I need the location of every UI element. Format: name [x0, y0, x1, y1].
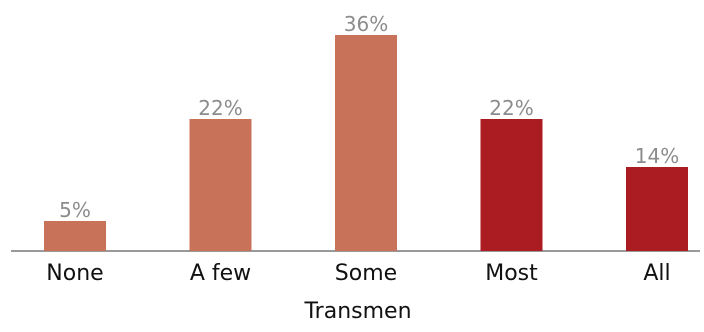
bar-none — [44, 221, 106, 251]
x-tick-label-none: None — [46, 261, 103, 286]
value-label-all: 14% — [635, 144, 679, 168]
bars-group — [44, 35, 688, 251]
value-label-most: 22% — [489, 96, 533, 120]
bar-most — [480, 119, 543, 251]
bar-a-few — [189, 119, 252, 251]
value-label-none: 5% — [59, 198, 91, 222]
x-tick-label-a-few: A few — [190, 261, 251, 286]
bar-all — [626, 167, 688, 251]
x-tick-label-most: Most — [485, 261, 538, 286]
value-label-some: 36% — [344, 12, 388, 36]
value-labels-group: 5% 22% 36% 22% 14% — [59, 12, 679, 222]
x-tick-labels: None A few Some Most All — [46, 261, 670, 286]
value-label-a-few: 22% — [198, 96, 242, 120]
x-tick-label-some: Some — [335, 261, 397, 286]
x-axis-title: Transmen — [303, 299, 411, 324]
x-tick-label-all: All — [643, 261, 670, 286]
bar-some — [335, 35, 397, 251]
